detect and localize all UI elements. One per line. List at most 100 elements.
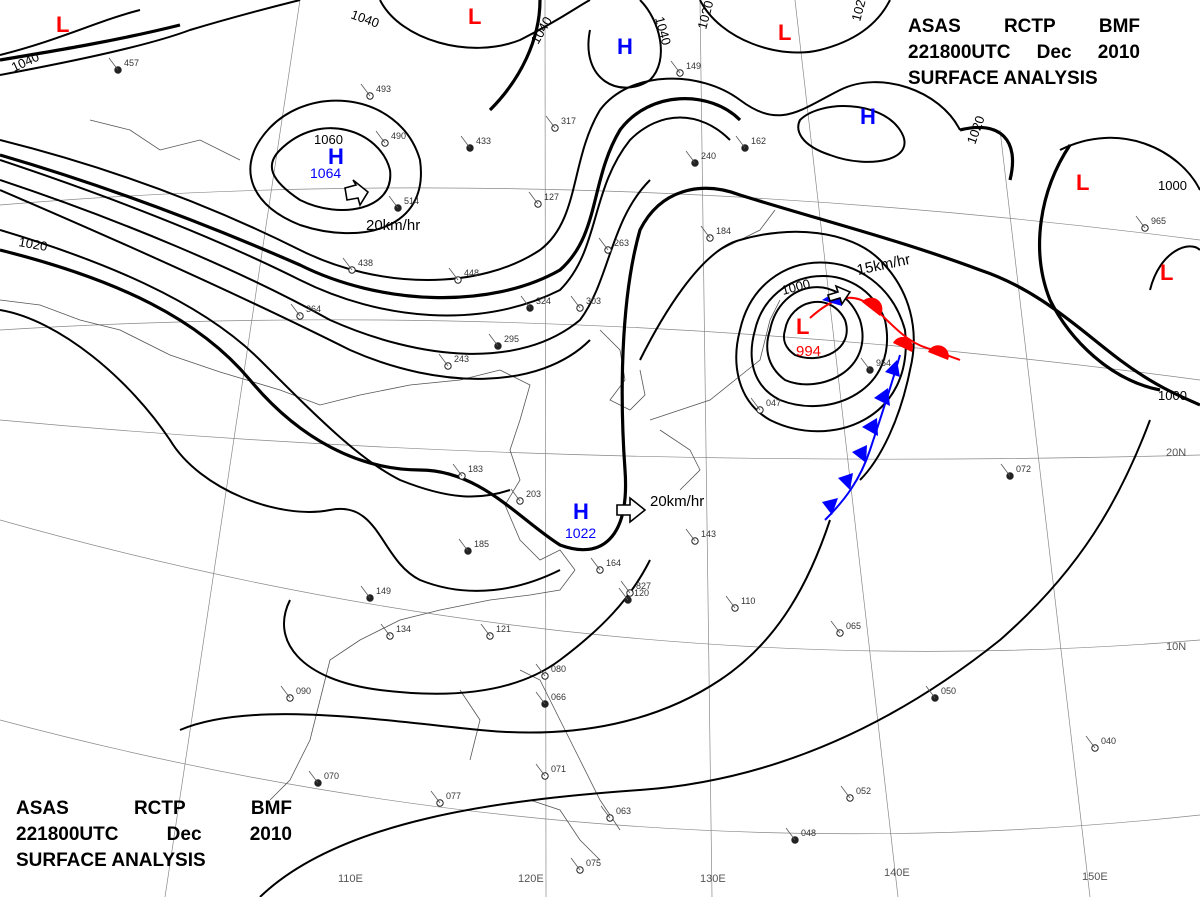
wind-barb <box>380 623 391 637</box>
motion-label: 20km/hr <box>366 217 420 234</box>
wind-barb <box>830 620 841 634</box>
title-agency: ASAS <box>16 798 69 819</box>
arrow-icon <box>826 284 852 306</box>
station-pressure: 050 <box>941 686 956 696</box>
wind-barb <box>438 353 449 367</box>
isobar-label: 1000 <box>1158 388 1187 403</box>
wind-barb <box>1085 735 1096 749</box>
low-center-symbol: L <box>1076 170 1089 195</box>
title-station: RCTP <box>133 798 186 819</box>
wind-barb <box>535 663 546 677</box>
station-pressure: 075 <box>586 858 601 868</box>
isobar-label: 1000 <box>1158 178 1187 193</box>
wind-barb <box>535 763 546 777</box>
low-center-symbol: L <box>56 12 69 37</box>
coastlines <box>0 119 781 861</box>
wind-barb <box>108 57 119 71</box>
grid-labels: 110E 120E 130E 140E 150E 20N 10N <box>338 447 1186 885</box>
wind-barb <box>452 463 463 477</box>
station-pressure: 240 <box>701 151 716 161</box>
wind-barb <box>570 295 581 309</box>
title-year: 2010 <box>1097 42 1140 63</box>
wind-barb <box>510 488 521 502</box>
isobar-label: 1020 <box>17 234 48 254</box>
wind-barb <box>448 267 459 281</box>
high-center-symbol: H <box>617 34 633 59</box>
lat-label-20n: 20N <box>1166 447 1186 459</box>
station-pressure: 040 <box>1101 736 1116 746</box>
station-pressure: 071 <box>551 764 566 774</box>
wind-barb <box>670 60 681 74</box>
lon-label-150e: 150E <box>1082 871 1108 883</box>
station-pressure: 954 <box>876 358 891 368</box>
station-pressure: 121 <box>496 624 511 634</box>
title-office: BMF <box>250 798 292 819</box>
isobar-label: 1000 <box>780 276 812 298</box>
title-agency: ASAS <box>908 16 961 37</box>
wind-barb <box>308 770 319 784</box>
wind-barb <box>360 83 371 97</box>
low-center-symbol: L <box>468 4 481 29</box>
station-pressure: 303 <box>586 296 601 306</box>
wind-barb <box>1000 463 1011 477</box>
wind-barb <box>488 333 499 347</box>
wind-barb <box>785 827 796 841</box>
station-pressure: 438 <box>358 258 373 268</box>
wind-barb <box>618 587 629 601</box>
wind-barb <box>460 135 471 149</box>
station-pressure: 317 <box>561 116 576 126</box>
station-pressure: 162 <box>751 136 766 146</box>
station-pressure: 433 <box>476 136 491 146</box>
title-block-top-right: ASAS RCTP BMF 221800UTC Dec 2010 SURFACE… <box>908 14 1140 92</box>
wind-barb <box>750 397 761 411</box>
title-product: SURFACE ANALYSIS <box>16 850 206 871</box>
arrow-icon <box>344 179 370 207</box>
station-pressure: 143 <box>701 529 716 539</box>
wind-barb <box>290 303 301 317</box>
wind-barb <box>375 130 386 144</box>
lon-label-110e: 110E <box>338 873 363 885</box>
station-pressure: 263 <box>614 238 629 248</box>
wind-barb <box>1135 215 1146 229</box>
isobar-label: 1040 <box>652 15 674 47</box>
isobar-label: 1020 <box>694 0 716 31</box>
low-center-symbol: L <box>1160 260 1173 285</box>
station-pressure: 203 <box>526 489 541 499</box>
wind-barb <box>735 135 746 149</box>
station-pressure: 127 <box>544 192 559 202</box>
station-pressure: 184 <box>716 226 731 236</box>
title-block-bottom-left: ASAS RCTP BMF 221800UTC Dec 2010 SURFACE… <box>16 796 292 874</box>
lon-label-130e: 130E <box>700 873 726 885</box>
low-center-symbol: L <box>796 314 809 339</box>
wind-barb <box>840 785 851 799</box>
wind-barb <box>528 191 539 205</box>
wind-barb <box>725 595 736 609</box>
wind-barb <box>430 790 441 804</box>
station-pressure: 080 <box>551 664 566 674</box>
wind-barb <box>700 225 711 239</box>
wind-barb <box>280 685 291 699</box>
wind-barb <box>685 150 696 164</box>
station-pressure: 457 <box>124 58 139 68</box>
station-pressure: 120 <box>634 588 649 598</box>
high-center-symbol: H <box>573 499 589 524</box>
low-center-symbol: L <box>778 20 791 45</box>
title-month: Dec <box>166 824 202 845</box>
pressure-centers: L L L L L L 994 H H H 1064 H 1022 <box>56 4 1173 541</box>
wind-barb <box>860 357 871 371</box>
wind-barb <box>342 257 353 271</box>
station-pressure: 072 <box>1016 464 1031 474</box>
station-pressure: 324 <box>536 296 551 306</box>
wind-barb <box>598 237 609 251</box>
station-pressure: 183 <box>468 464 483 474</box>
wind-barb <box>360 585 371 599</box>
title-product: SURFACE ANALYSIS <box>908 68 1098 89</box>
motion-arrows <box>344 179 852 524</box>
station-pressure: 827 <box>636 581 651 591</box>
station-pressure: 448 <box>464 268 479 278</box>
station-pressure: 364 <box>306 304 321 314</box>
